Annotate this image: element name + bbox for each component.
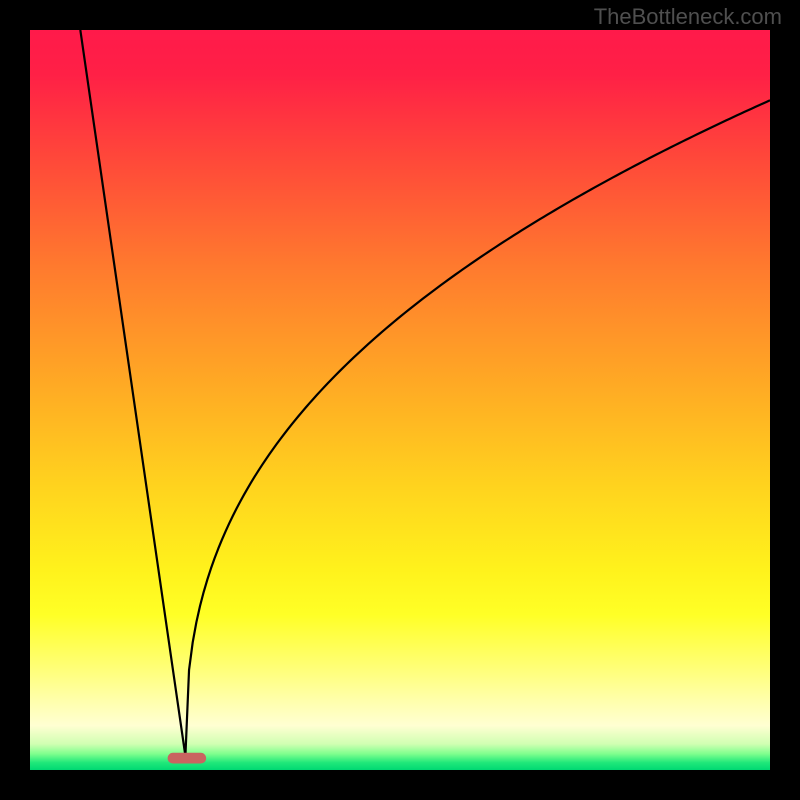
watermark-text: TheBottleneck.com [594, 4, 782, 30]
chart-svg [30, 30, 770, 770]
plot-area [30, 30, 770, 770]
optimal-marker [168, 753, 206, 764]
chart-container: TheBottleneck.com [0, 0, 800, 800]
gradient-background [30, 30, 770, 770]
